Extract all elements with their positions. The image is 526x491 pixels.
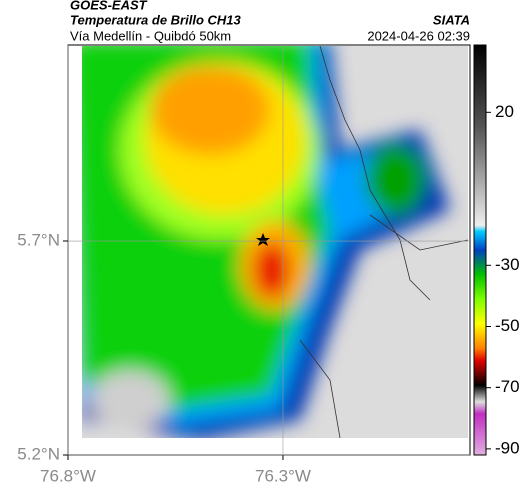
boundaries	[299, 45, 469, 439]
y-tick-label: 5.7°N	[17, 230, 60, 249]
station-marker	[256, 233, 270, 246]
satellite-image	[82, 46, 468, 438]
subtitle: Vía Medellín - Quibdó 50km	[70, 28, 231, 43]
agency: SIATA	[433, 12, 470, 27]
colorbar	[473, 44, 487, 456]
y-tick-label: 5.2°N	[17, 444, 60, 463]
source: GOES-EAST	[70, 0, 148, 12]
colorbar-label: -90	[495, 438, 520, 457]
colorbar-label: -50	[495, 316, 520, 335]
timestamp: 2024-04-26 02:39	[367, 28, 470, 43]
x-tick-label: 76.3°W	[255, 466, 311, 485]
title: Temperatura de Brillo CH13	[70, 12, 242, 27]
colorbar-label: -30	[495, 255, 520, 274]
colorbar-label: -70	[495, 377, 520, 396]
colorbar-label: 20	[495, 102, 514, 121]
x-tick-label: 76.8°W	[40, 466, 96, 485]
